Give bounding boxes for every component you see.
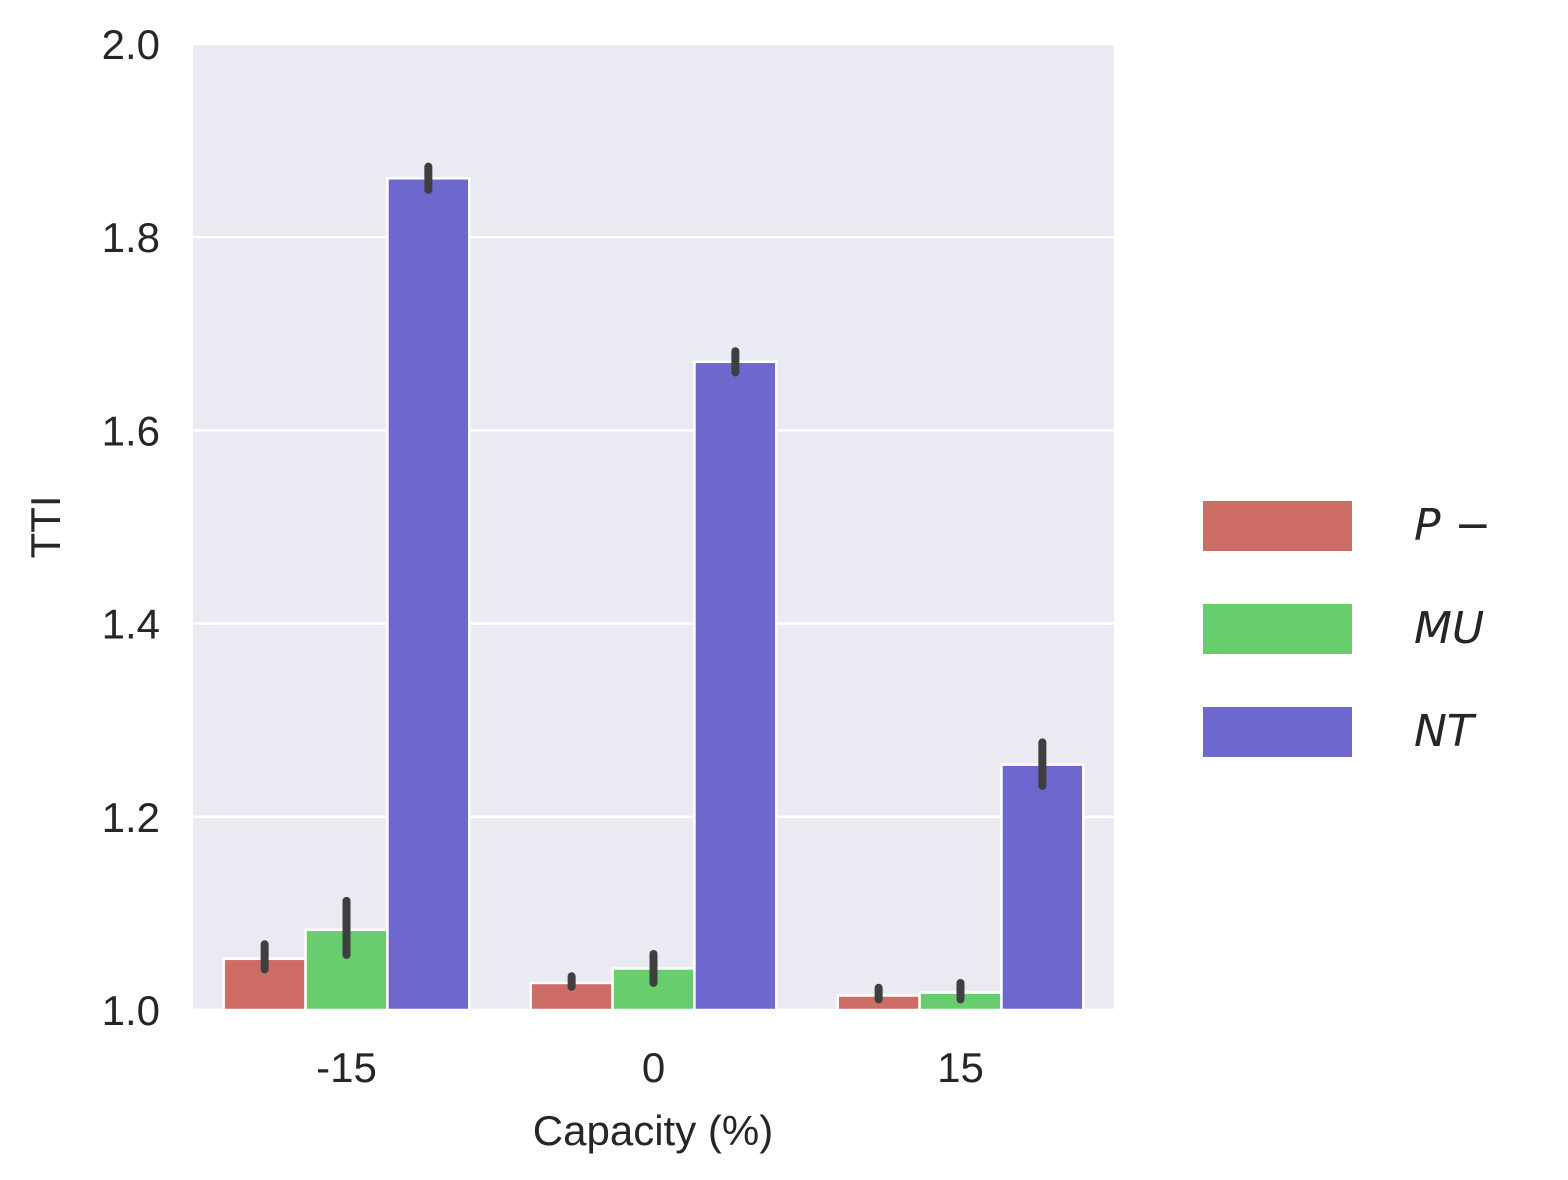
bars-group: [222, 177, 1085, 1012]
legend-swatch: [1201, 602, 1354, 656]
x-tick-label: 15: [937, 1044, 984, 1091]
y-axis-label: TTI: [22, 496, 69, 559]
x-axis-label: Capacity (%): [533, 1107, 773, 1154]
y-tick-label: 1.8: [102, 214, 160, 261]
y-tick-label: 1.0: [102, 987, 160, 1034]
error-bars-group: [260, 162, 1047, 1004]
y-axis-ticks: 1.0 1.2 1.4 1.6 1.8 2.0: [102, 21, 160, 1034]
legend: P − MU NT: [1201, 499, 1491, 759]
x-axis-ticks: -15 0 15: [316, 1044, 984, 1091]
y-tick-label: 1.2: [102, 794, 160, 841]
legend-label: NT: [1414, 706, 1477, 757]
legend-label: MU: [1414, 603, 1484, 654]
y-tick-label: 2.0: [102, 21, 160, 68]
legend-swatch: [1201, 499, 1354, 553]
x-tick-label: 0: [642, 1044, 665, 1091]
bar-nt-2: [1000, 763, 1085, 1012]
legend-label: P −: [1414, 500, 1491, 551]
y-tick-label: 1.4: [102, 601, 160, 648]
x-tick-label: -15: [316, 1044, 377, 1091]
bar-nt-1: [693, 360, 778, 1012]
plot-background: [193, 44, 1114, 1010]
y-tick-label: 1.6: [102, 407, 160, 454]
legend-swatch: [1201, 705, 1354, 759]
bar-nt-0: [386, 177, 471, 1012]
